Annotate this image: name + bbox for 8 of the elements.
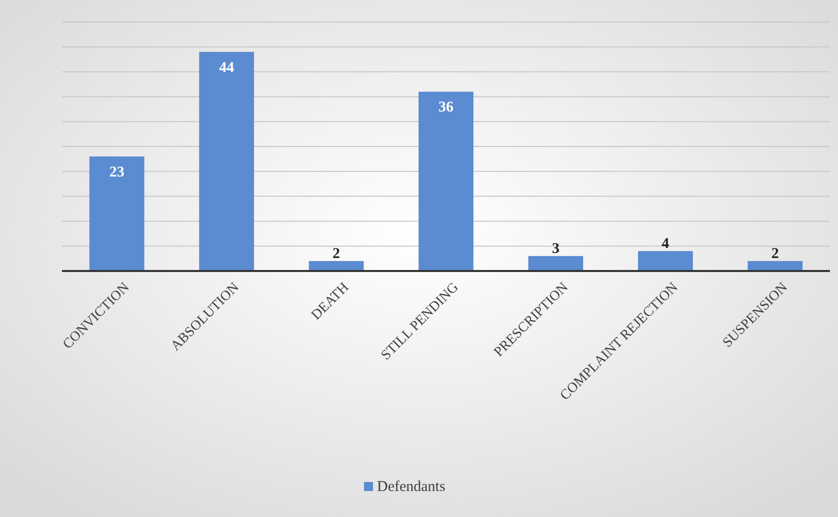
data-label: 3 (552, 241, 560, 258)
data-label: 23 (109, 164, 124, 180)
data-label: 4 (662, 236, 670, 252)
data-label: 2 (771, 246, 779, 262)
legend-label: Defendants (377, 479, 446, 495)
data-label: 36 (438, 100, 454, 116)
data-label: 2 (332, 246, 340, 262)
data-label: 44 (219, 60, 235, 76)
